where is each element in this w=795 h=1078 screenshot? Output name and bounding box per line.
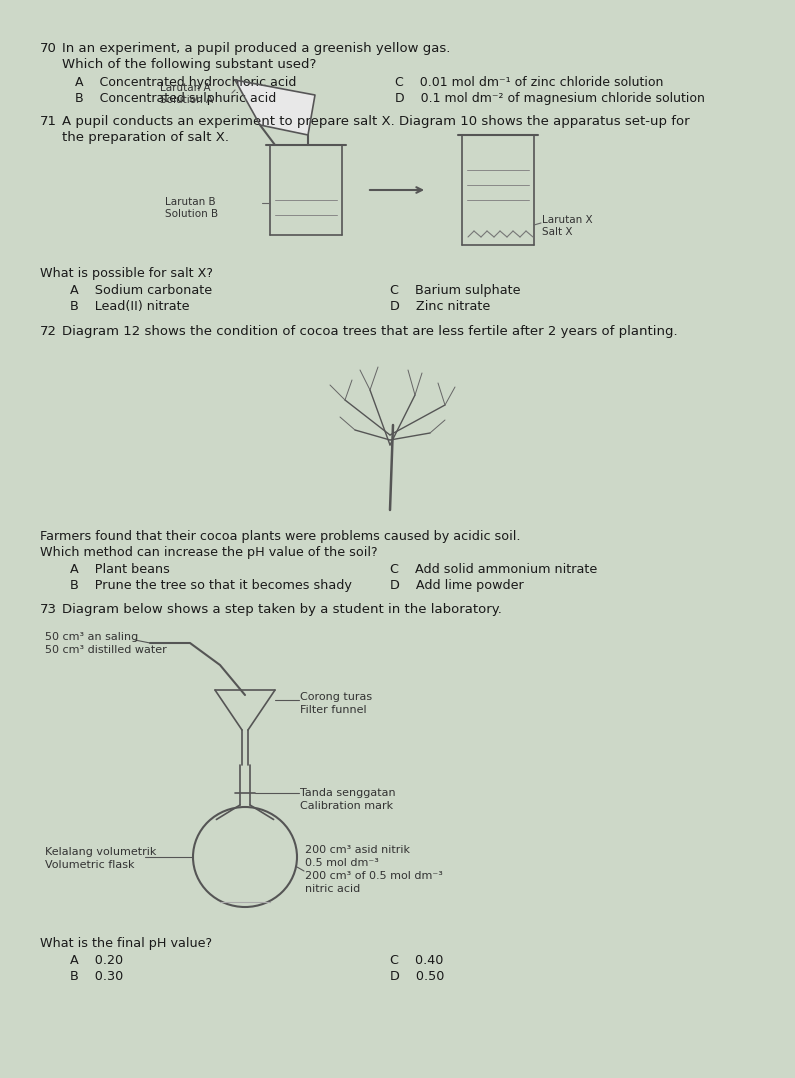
Text: Larutan B: Larutan B bbox=[165, 197, 215, 207]
Text: Larutan X: Larutan X bbox=[542, 215, 592, 225]
Text: D    0.1 mol dm⁻² of magnesium chloride solution: D 0.1 mol dm⁻² of magnesium chloride sol… bbox=[395, 92, 705, 105]
Text: Which of the following substant used?: Which of the following substant used? bbox=[62, 58, 316, 71]
Text: 70: 70 bbox=[40, 42, 57, 55]
Text: B    0.30: B 0.30 bbox=[70, 970, 123, 983]
Text: nitric acid: nitric acid bbox=[305, 884, 360, 894]
Text: B    Concentrated sulphuric acid: B Concentrated sulphuric acid bbox=[75, 92, 276, 105]
Text: the preparation of salt X.: the preparation of salt X. bbox=[62, 132, 229, 144]
Text: Volumetric flask: Volumetric flask bbox=[45, 860, 134, 870]
Text: Corong turas: Corong turas bbox=[300, 692, 372, 702]
Text: 200 cm³ asid nitrik: 200 cm³ asid nitrik bbox=[305, 845, 410, 855]
Text: 72: 72 bbox=[40, 324, 57, 338]
Text: Which method can increase the pH value of the soil?: Which method can increase the pH value o… bbox=[40, 545, 378, 559]
Text: B    Lead(II) nitrate: B Lead(II) nitrate bbox=[70, 300, 189, 313]
Text: Larutan A: Larutan A bbox=[160, 83, 211, 93]
Text: C    Add solid ammonium nitrate: C Add solid ammonium nitrate bbox=[390, 563, 597, 576]
Text: Salt X: Salt X bbox=[542, 227, 572, 237]
Text: C    0.40: C 0.40 bbox=[390, 954, 444, 967]
Text: C    Barium sulphate: C Barium sulphate bbox=[390, 284, 521, 298]
Text: C    0.01 mol dm⁻¹ of zinc chloride solution: C 0.01 mol dm⁻¹ of zinc chloride solutio… bbox=[395, 77, 663, 89]
Text: What is possible for salt X?: What is possible for salt X? bbox=[40, 267, 213, 280]
Text: A    Sodium carbonate: A Sodium carbonate bbox=[70, 284, 212, 298]
Text: 71: 71 bbox=[40, 115, 57, 128]
Text: Diagram below shows a step taken by a student in the laboratory.: Diagram below shows a step taken by a st… bbox=[62, 603, 502, 616]
Text: D    Zinc nitrate: D Zinc nitrate bbox=[390, 300, 491, 313]
Text: 50 cm³ distilled water: 50 cm³ distilled water bbox=[45, 645, 167, 655]
Text: 0.5 mol dm⁻³: 0.5 mol dm⁻³ bbox=[305, 858, 379, 868]
Text: D    Add lime powder: D Add lime powder bbox=[390, 579, 524, 592]
Text: 73: 73 bbox=[40, 603, 57, 616]
Text: In an experiment, a pupil produced a greenish yellow gas.: In an experiment, a pupil produced a gre… bbox=[62, 42, 451, 55]
Polygon shape bbox=[235, 80, 315, 135]
Text: Filter funnel: Filter funnel bbox=[300, 705, 366, 715]
Text: D    0.50: D 0.50 bbox=[390, 970, 444, 983]
Text: 50 cm³ an saling: 50 cm³ an saling bbox=[45, 632, 138, 642]
Text: A    Concentrated hydrochloric acid: A Concentrated hydrochloric acid bbox=[75, 77, 297, 89]
Text: Tanda senggatan: Tanda senggatan bbox=[300, 788, 396, 798]
Text: Solution B: Solution B bbox=[165, 209, 218, 219]
Text: Diagram 12 shows the condition of cocoa trees that are less fertile after 2 year: Diagram 12 shows the condition of cocoa … bbox=[62, 324, 677, 338]
Text: Calibration mark: Calibration mark bbox=[300, 801, 393, 811]
Text: A pupil conducts an experiment to prepare salt X. Diagram 10 shows the apparatus: A pupil conducts an experiment to prepar… bbox=[62, 115, 689, 128]
Text: 200 cm³ of 0.5 mol dm⁻³: 200 cm³ of 0.5 mol dm⁻³ bbox=[305, 871, 443, 881]
Text: A    Plant beans: A Plant beans bbox=[70, 563, 170, 576]
Text: Solution A: Solution A bbox=[160, 95, 213, 105]
Text: Farmers found that their cocoa plants were problems caused by acidic soil.: Farmers found that their cocoa plants we… bbox=[40, 530, 521, 543]
Text: What is the final pH value?: What is the final pH value? bbox=[40, 937, 212, 950]
Text: A    0.20: A 0.20 bbox=[70, 954, 123, 967]
Text: B    Prune the tree so that it becomes shady: B Prune the tree so that it becomes shad… bbox=[70, 579, 352, 592]
Text: Kelalang volumetrik: Kelalang volumetrik bbox=[45, 847, 157, 857]
